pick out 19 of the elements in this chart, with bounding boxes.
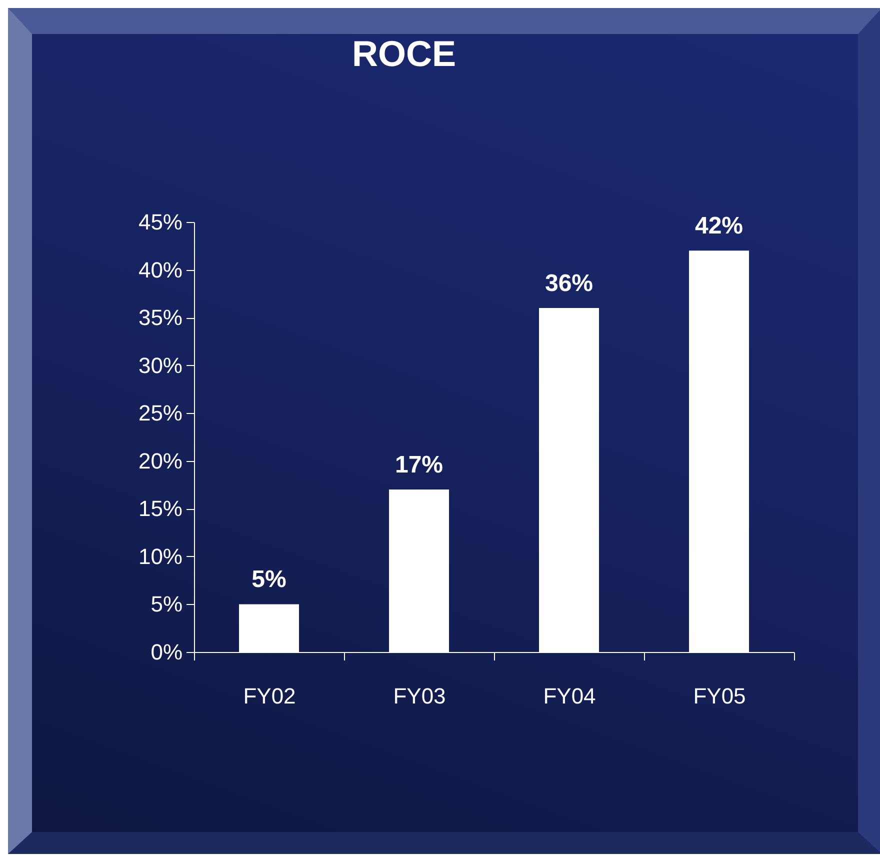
y-tick-label: 20%: [138, 448, 182, 474]
y-tick-label: 15%: [138, 496, 182, 522]
y-tick-label: 35%: [138, 305, 182, 330]
data-label: 17%: [394, 452, 444, 479]
y-tick-label: 5%: [150, 592, 182, 617]
y-tick-label: 0%: [150, 640, 182, 664]
y-tick-label: 45%: [138, 210, 182, 234]
y-tick-label: 40%: [138, 257, 182, 282]
y-tick-label: 30%: [138, 352, 182, 378]
data-label: 36%: [544, 270, 594, 297]
x-tick-label: FY04: [543, 684, 596, 708]
y-tick-label: 25%: [138, 400, 182, 426]
y-tick-label: 10%: [138, 544, 182, 569]
chart-title: ROCE: [352, 33, 456, 74]
data-label: 5%: [252, 566, 286, 594]
x-tick-label: FY02: [243, 684, 296, 708]
x-tick-label: FY05: [693, 684, 746, 708]
x-tick-label: FY03: [393, 684, 446, 708]
data-label: 42%: [694, 212, 744, 240]
